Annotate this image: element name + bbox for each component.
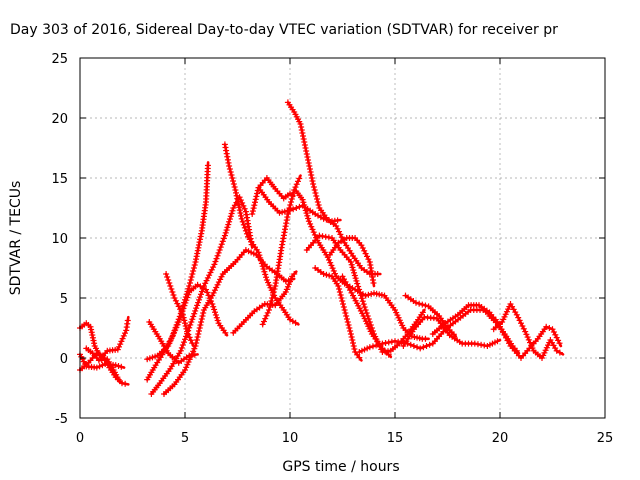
y-tick-label: -5 <box>55 412 68 427</box>
markers-track-20 <box>326 235 377 286</box>
y-axis-label: SDTVAR / TECUs <box>8 181 24 296</box>
markers-track-6 <box>144 162 211 383</box>
markers-track-21 <box>339 273 392 358</box>
x-tick-label: 0 <box>76 431 84 446</box>
x-axis-label: GPS time / hours <box>282 459 399 475</box>
x-tick-label: 5 <box>181 431 189 446</box>
markers-track-12 <box>230 271 298 336</box>
y-tick-label: 5 <box>60 292 68 307</box>
marker-layer <box>77 99 563 397</box>
markers-track-10 <box>163 271 196 347</box>
markers-track-14 <box>249 175 296 217</box>
markers-track-23 <box>400 314 501 349</box>
markers-track-27 <box>486 313 520 354</box>
markers-track-8 <box>148 194 255 397</box>
x-tick-label: 25 <box>597 431 614 446</box>
markers-track-16 <box>284 99 381 277</box>
markers-track-4 <box>83 345 122 383</box>
markers-track-19 <box>312 265 363 361</box>
y-tick-label: 10 <box>51 232 68 247</box>
chart-title: Day 303 of 2016, Sidereal Day-to-day VTE… <box>10 22 558 38</box>
markers-track-24 <box>402 292 457 338</box>
x-tick-label: 15 <box>387 431 404 446</box>
markers-track-1 <box>77 317 131 361</box>
markers-track-3 <box>77 351 125 371</box>
y-tick-label: 25 <box>51 52 68 67</box>
y-axis-ticks: -5 0 5 10 15 20 25 <box>51 52 605 427</box>
x-tick-label: 10 <box>282 431 299 446</box>
markers-track-11 <box>221 141 299 326</box>
markers-track-9 <box>161 247 295 397</box>
x-axis-ticks: 0 5 10 15 20 25 <box>76 58 613 446</box>
x-tick-label: 20 <box>492 431 509 446</box>
y-tick-label: 15 <box>51 172 68 187</box>
y-tick-label: 0 <box>60 352 68 367</box>
y-tick-label: 20 <box>51 112 68 127</box>
